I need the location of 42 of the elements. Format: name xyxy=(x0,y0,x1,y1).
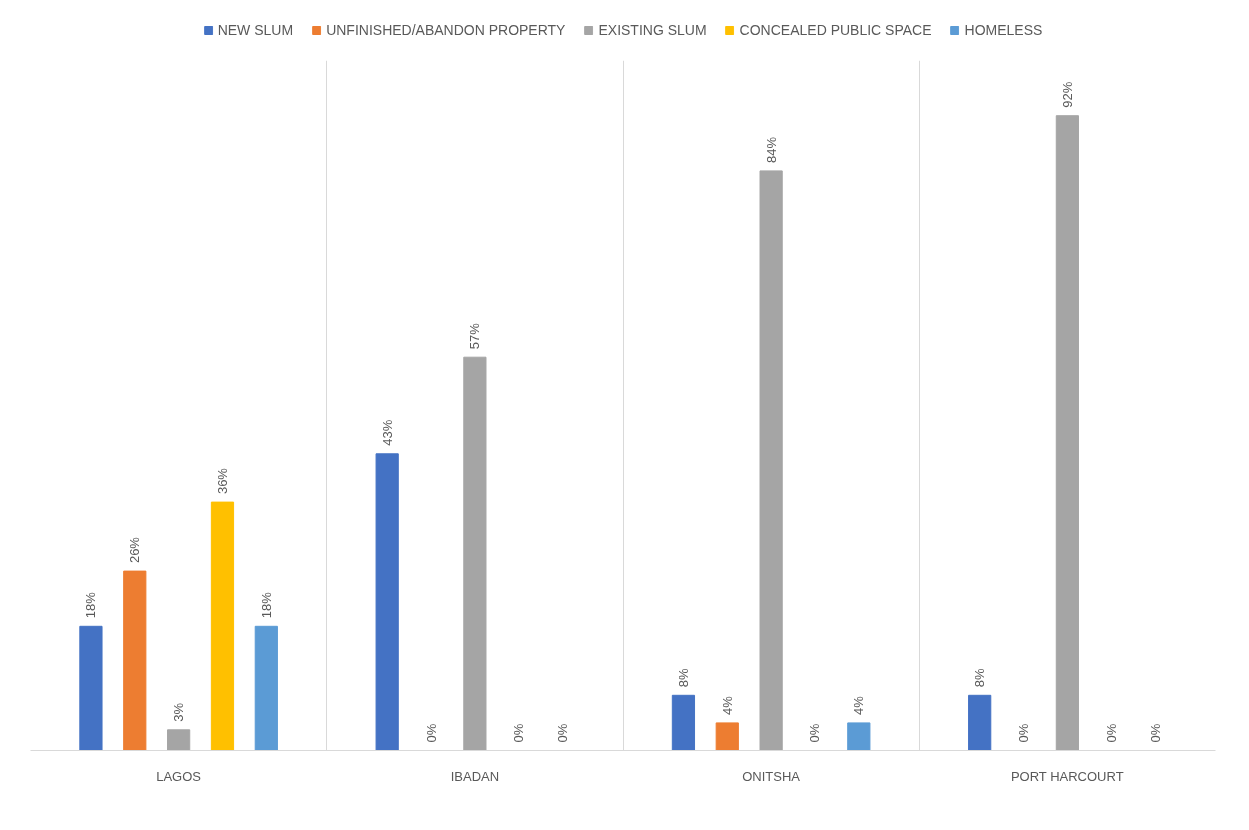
bar xyxy=(79,625,103,751)
bar xyxy=(167,729,191,751)
data-label: 84% xyxy=(763,136,779,163)
data-label: 18% xyxy=(83,591,99,619)
legend-label: EXISTING SLUM xyxy=(598,22,707,38)
bar xyxy=(847,722,871,751)
bar xyxy=(254,625,278,751)
x-tick-label: PORT HARCOURT xyxy=(1010,768,1124,784)
data-label: 4% xyxy=(851,695,867,715)
data-label: 0% xyxy=(1016,723,1032,743)
data-label: 0% xyxy=(511,723,527,743)
bar xyxy=(123,570,147,751)
data-label: 57% xyxy=(467,322,483,350)
data-label: 3% xyxy=(171,702,187,722)
legend-label: UNFINISHED/ABANDON PROPERTY xyxy=(326,22,566,38)
data-label: 0% xyxy=(1147,723,1163,743)
x-tick-label: LAGOS xyxy=(156,768,202,784)
x-tick-label: ONITSHA xyxy=(742,768,801,784)
bar xyxy=(968,694,992,751)
legend-label: NEW SLUM xyxy=(217,22,294,38)
bar xyxy=(463,356,487,751)
bar xyxy=(210,501,235,751)
data-label: 36% xyxy=(214,467,230,495)
data-label: 0% xyxy=(1103,723,1119,743)
data-label: 0% xyxy=(807,723,823,743)
bar xyxy=(1055,115,1079,751)
data-label: 4% xyxy=(719,695,735,715)
data-label: 0% xyxy=(423,723,439,743)
data-label: 8% xyxy=(675,668,691,688)
bar xyxy=(375,453,399,751)
data-label: 26% xyxy=(127,536,143,564)
legend-label: CONCEALED PUBLIC SPACE xyxy=(739,22,932,38)
bar xyxy=(671,694,696,751)
bar xyxy=(759,170,783,751)
data-label: 8% xyxy=(972,668,988,688)
data-label: 0% xyxy=(555,723,571,743)
bar xyxy=(715,722,739,751)
data-label: 18% xyxy=(258,591,274,619)
legend-label: HOMELESS xyxy=(964,22,1043,38)
x-tick-label: IBADAN xyxy=(450,768,500,784)
data-label: 43% xyxy=(379,419,395,446)
data-label: 92% xyxy=(1059,81,1075,108)
